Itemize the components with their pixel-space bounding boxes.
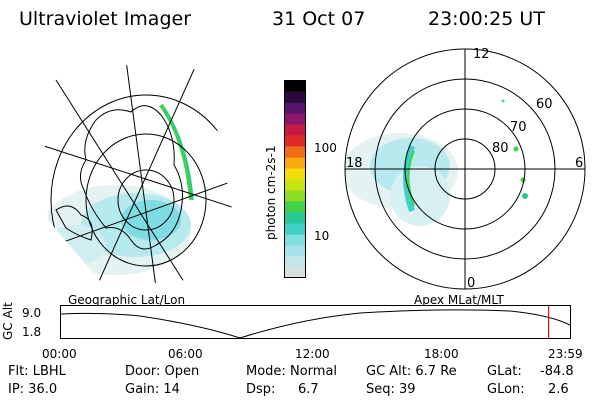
continent-outline — [80, 105, 183, 250]
time-label: 23:00:25 UT — [428, 8, 545, 30]
polar-caption: Apex MLat/MLT — [414, 293, 504, 307]
colorbar-swatch — [284, 135, 306, 147]
aurora-haze — [390, 166, 450, 226]
colorbar-swatch — [284, 267, 306, 278]
dsp-value: 6.7 — [298, 382, 319, 397]
mode-label: Mode: — [246, 364, 286, 379]
polar-plot-panel — [344, 48, 586, 290]
colorbar-swatch — [284, 179, 306, 191]
gc-alt-status: GC Alt: 6.7 Re — [366, 364, 457, 379]
colorbar-tick-10: 10 — [314, 229, 330, 243]
colorbar-swatch — [284, 168, 306, 180]
colorbar-swatch — [284, 256, 306, 268]
ip-status: IP: 36.0 — [8, 382, 58, 397]
colorbar-swatch — [284, 234, 306, 246]
colorbar-swatch — [284, 80, 306, 92]
colorbar-swatch — [284, 245, 306, 257]
colorbar-swatch — [284, 157, 306, 169]
colorbar-swatch — [284, 113, 306, 125]
geographic-map-panel — [41, 60, 236, 288]
timeline-xtick-0600: 06:00 — [168, 347, 203, 361]
mlt-label-0: 0 — [467, 276, 476, 291]
aurora-arc — [407, 150, 415, 207]
mlt-label-6: 6 — [575, 156, 584, 171]
filter-status: Flt: LBHL — [8, 364, 66, 379]
graticule — [41, 60, 236, 288]
colorbar-swatch — [284, 190, 306, 202]
lat-label-60: 60 — [536, 97, 553, 112]
seq-status: Seq: 39 — [366, 382, 416, 397]
timeline-xtick-0000: 00:00 — [42, 347, 77, 361]
door-status: Door: Open — [125, 364, 200, 379]
instrument-title: Ultraviolet Imager — [19, 8, 192, 30]
timeline-xtick-1800: 18:00 — [424, 347, 459, 361]
colorbar-swatch — [284, 201, 306, 213]
aurora-haze — [121, 200, 181, 240]
timeline-ytick-low: 1.8 — [22, 325, 42, 339]
glon-value: 2.6 — [548, 382, 569, 397]
mlt-label-18: 18 — [346, 156, 363, 171]
dsp-label: Dsp: — [246, 382, 276, 397]
date-label: 31 Oct 07 — [272, 8, 366, 30]
aurora-spot — [513, 146, 519, 152]
aurora-spot — [501, 99, 505, 103]
glat-label: GLat: — [487, 364, 522, 379]
glat-value: -84.8 — [540, 364, 574, 379]
glon-label: GLon: — [487, 382, 525, 397]
timeline-xtick-1200: 12:00 — [295, 347, 330, 361]
colorbar-swatch — [284, 102, 306, 114]
colorbar — [284, 80, 306, 278]
colorbar-unit-label: photon cm-2s-1 — [264, 145, 278, 241]
aurora-spot — [522, 193, 528, 199]
gain-status: Gain: 14 — [125, 382, 180, 397]
polar-grid — [344, 48, 586, 290]
colorbar-swatch — [284, 212, 306, 224]
lat-label-70: 70 — [510, 120, 527, 135]
timeline-xtick-2359: 23:59 — [548, 347, 583, 361]
aurora-haze — [46, 225, 106, 265]
timeline-plot — [60, 305, 571, 339]
colorbar-tick-100: 100 — [314, 141, 337, 155]
colorbar-swatch — [284, 91, 306, 103]
lat-label-80: 80 — [492, 141, 509, 156]
aurora-arc — [403, 144, 415, 212]
colorbar-swatch — [284, 146, 306, 158]
timeline-ytick-high: 9.0 — [22, 306, 42, 320]
altitude-curve — [60, 309, 571, 339]
geo-caption: Geographic Lat/Lon — [68, 293, 186, 307]
mlt-label-12: 12 — [473, 47, 490, 62]
colorbar-swatch — [284, 124, 306, 136]
timeline-ylabel: GC Alt — [1, 302, 15, 340]
mode-value: Normal — [290, 364, 338, 379]
colorbar-swatch — [284, 223, 306, 235]
continent-outline — [55, 205, 93, 241]
